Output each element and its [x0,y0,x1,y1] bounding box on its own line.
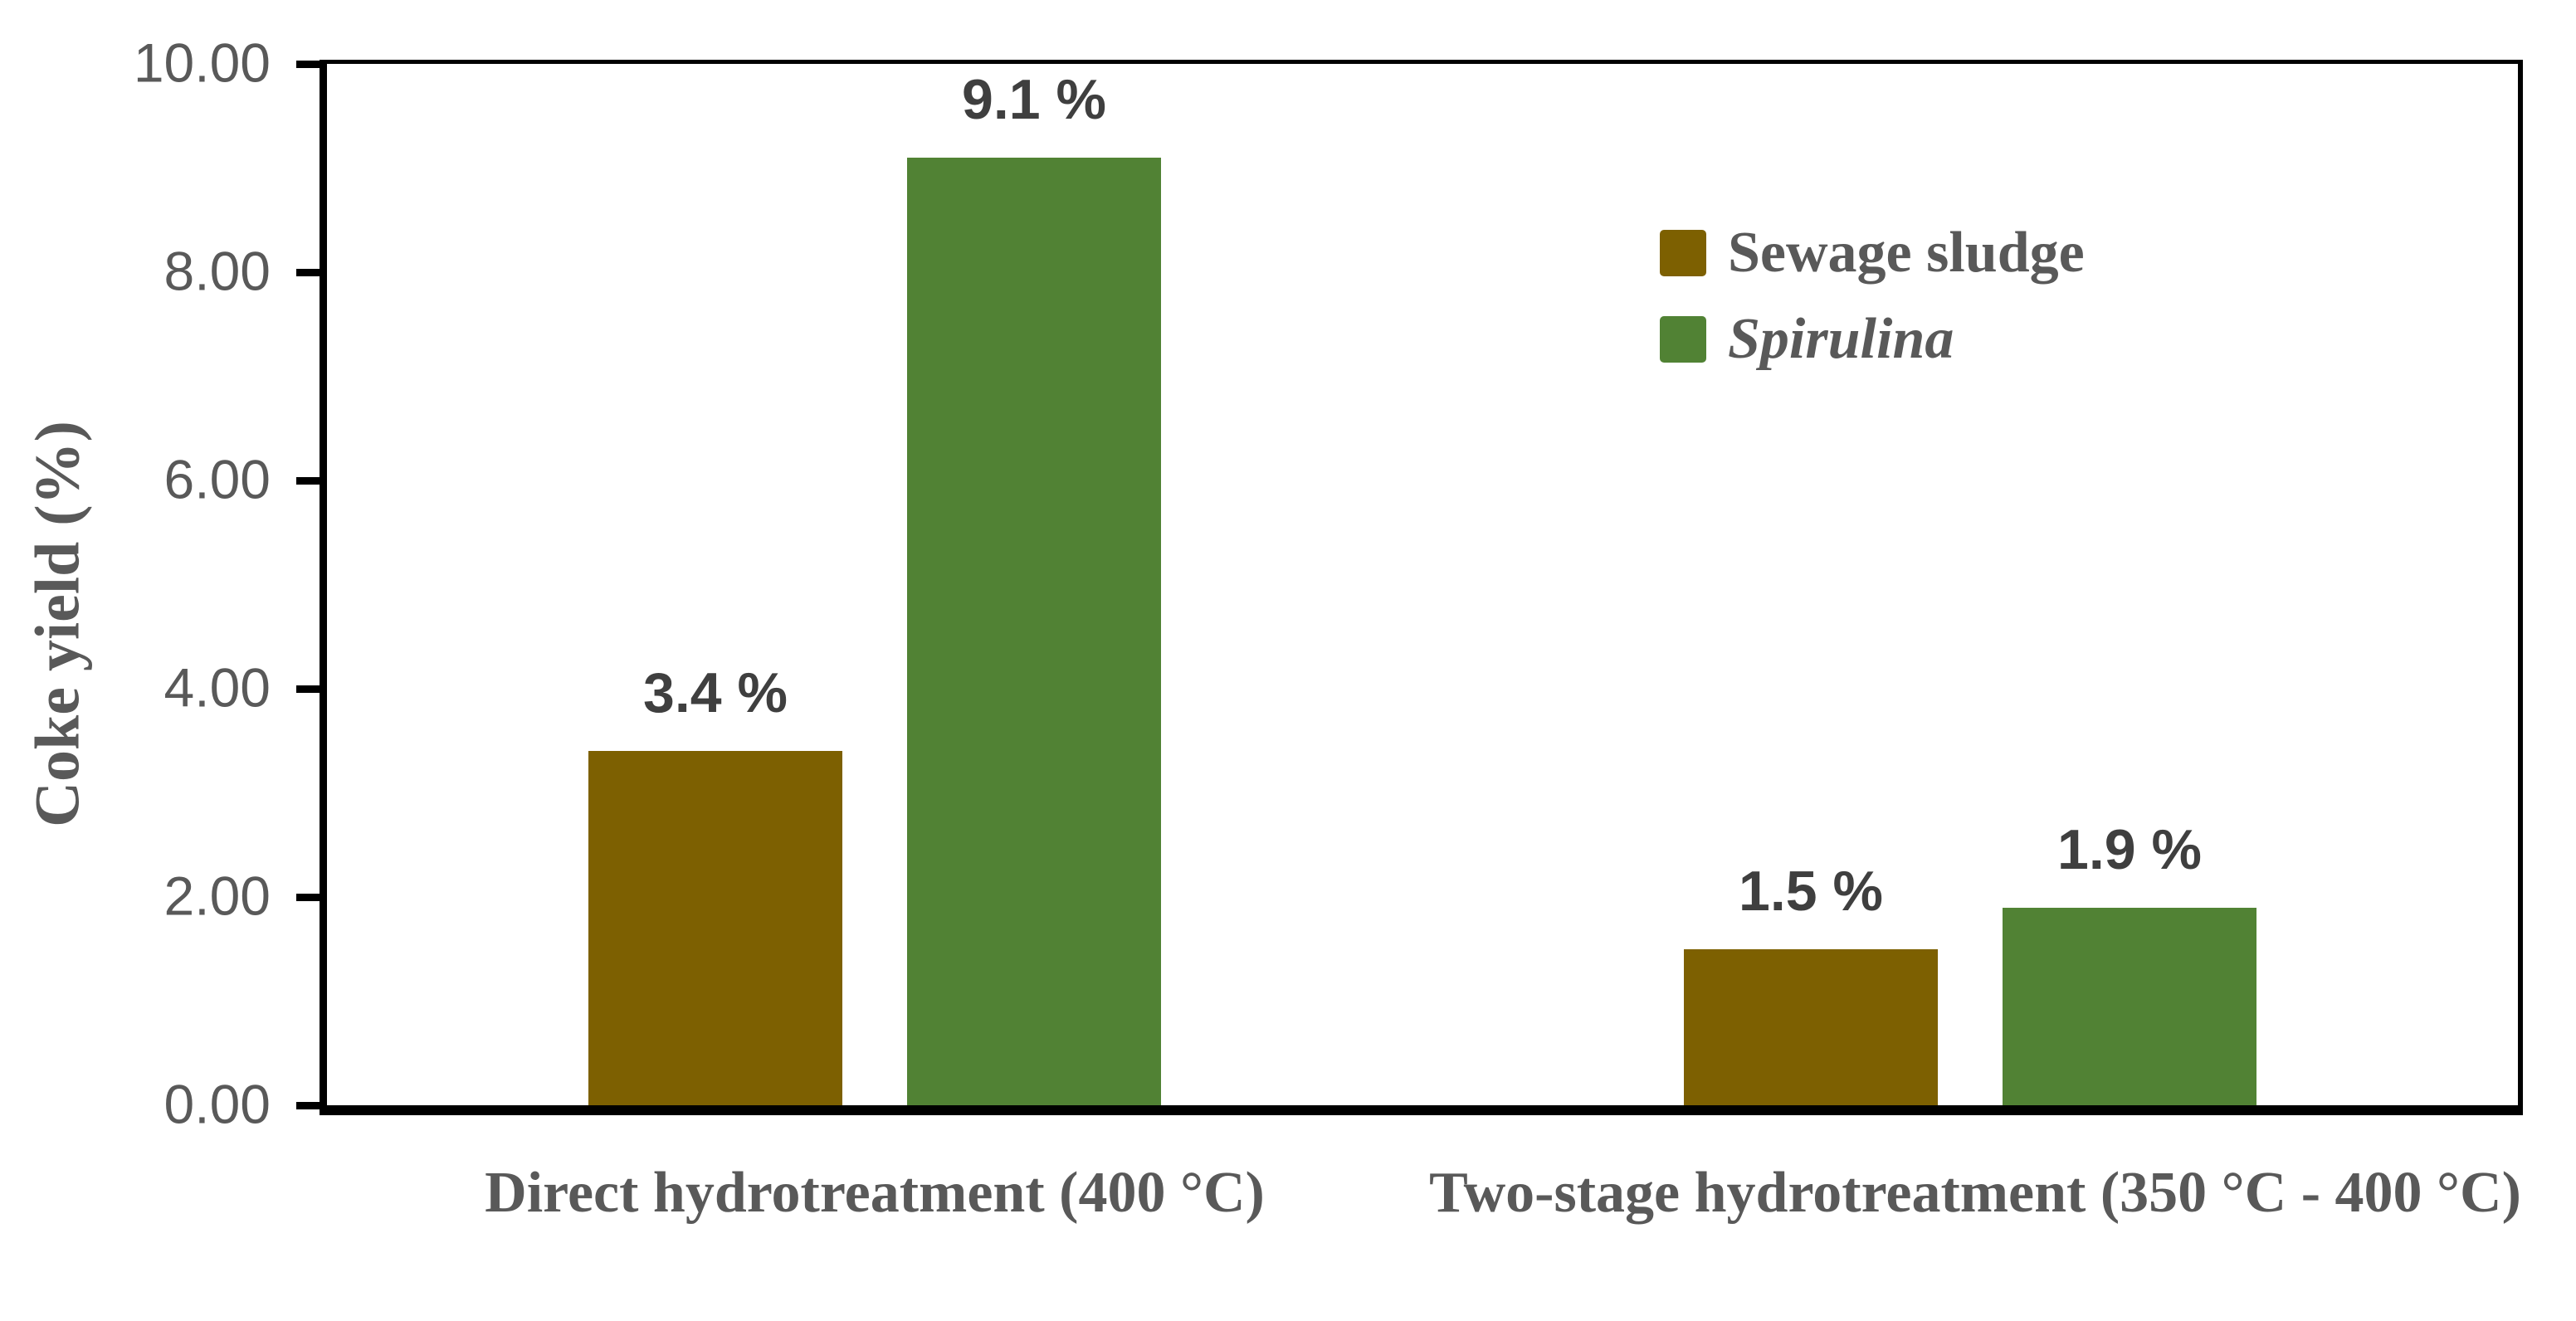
legend-item-sewage-sludge: Sewage sludge [1660,210,2085,296]
bar-spirulina-cat1 [2003,908,2256,1105]
plot-area: 3.4 % 9.1 % 1.5 % 1.9 % [320,60,2523,1115]
y-axis-tick-mark [296,477,321,485]
legend-swatch-spirulina [1660,316,1706,363]
y-axis-tick-mark [296,269,321,276]
data-label-sewage-sludge-cat1: 1.5 % [1739,860,1883,923]
bar-sewage-sludge-cat0 [588,751,842,1105]
y-axis-tick-mark [296,1102,321,1109]
y-axis-tick-label: 8.00 [163,240,271,302]
category-label-two-stage-hydrotreatment: Two-stage hydrotreatment (350 °C - 400 °… [1429,1161,2521,1225]
y-axis-tick-label: 10.00 [133,32,271,94]
y-axis-tick-mark [296,61,321,68]
legend-item-spirulina: Spirulina [1660,296,2085,383]
y-axis-tick-mark [296,685,321,693]
bar-spirulina-cat0 [907,158,1161,1105]
data-label-spirulina-cat1: 1.9 % [2057,818,2202,881]
legend-label-spirulina: Spirulina [1728,307,1954,371]
category-label-direct-hydrotreatment: Direct hydrotreatment (400 °C) [485,1161,1265,1225]
y-axis-tick-label: 0.00 [163,1073,271,1135]
y-axis-tick-mark [296,894,321,901]
y-axis-tick-label: 4.00 [163,656,271,719]
y-axis-tick-label: 6.00 [163,448,271,510]
legend-swatch-sewage-sludge [1660,230,1706,276]
data-label-spirulina-cat0: 9.1 % [962,68,1106,131]
y-axis-tick-label: 2.00 [163,865,271,927]
bar-sewage-sludge-cat1 [1684,949,1938,1105]
legend-label-sewage-sludge: Sewage sludge [1728,221,2085,285]
legend: Sewage sludge Spirulina [1660,210,2085,383]
data-label-sewage-sludge-cat0: 3.4 % [643,661,788,724]
bars-container: 3.4 % 9.1 % 1.5 % 1.9 % [327,64,2518,1105]
